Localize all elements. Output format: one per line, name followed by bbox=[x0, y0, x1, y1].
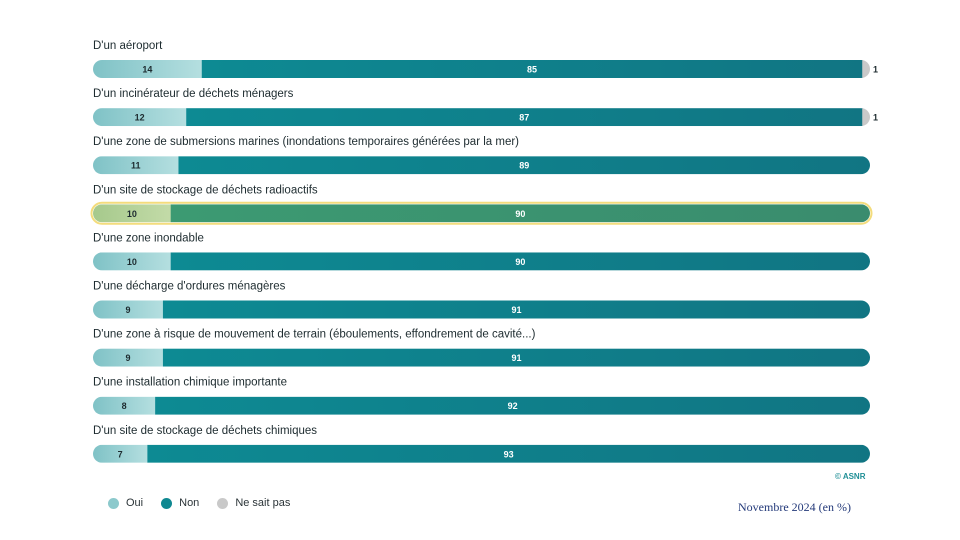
data-label-oui: 9 bbox=[125, 353, 130, 363]
legend: Oui Non Ne sait pas bbox=[108, 497, 290, 509]
bar-segment-non bbox=[155, 396, 870, 415]
bar-segment-non bbox=[201, 60, 863, 78]
bar-segment-non bbox=[162, 348, 870, 367]
category-label: D'un site de stockage de déchets radioac… bbox=[93, 184, 318, 196]
bar-segment-non bbox=[147, 444, 870, 463]
bar-row bbox=[93, 300, 870, 319]
data-label-oui: 12 bbox=[135, 113, 145, 123]
legend-item-oui: Oui bbox=[108, 497, 143, 509]
category-label: D'un aéroport bbox=[93, 40, 163, 52]
bar-segment-non bbox=[178, 156, 870, 175]
bar-segment-oui bbox=[93, 60, 203, 78]
bar-segment-oui bbox=[93, 156, 179, 175]
data-label-ne-sait-pas: 1 bbox=[873, 65, 878, 75]
category-label: D'un site de stockage de déchets chimiqu… bbox=[93, 425, 317, 437]
legend-label-oui: Oui bbox=[126, 497, 144, 509]
bar-row bbox=[93, 348, 870, 367]
legend-label-non: Non bbox=[179, 497, 200, 509]
data-label-oui: 9 bbox=[125, 305, 130, 315]
bar-row bbox=[93, 252, 870, 271]
bar-segment-oui bbox=[93, 396, 156, 415]
category-label: D'un incinérateur de déchets ménagers bbox=[93, 88, 294, 100]
bar-row bbox=[93, 444, 870, 463]
data-label-oui: 14 bbox=[142, 65, 152, 75]
bar-segment-oui bbox=[93, 204, 172, 223]
data-label-non: 91 bbox=[511, 305, 521, 315]
data-label-non: 89 bbox=[519, 161, 529, 171]
bar-segment-oui bbox=[93, 252, 172, 271]
date-note: Novembre 2024 (en %) bbox=[738, 500, 851, 514]
bar-segment-non bbox=[162, 300, 870, 319]
bar-row bbox=[93, 204, 870, 223]
data-label-non: 85 bbox=[527, 65, 537, 75]
data-label-non: 91 bbox=[511, 353, 521, 363]
bar-segment-non bbox=[186, 108, 863, 127]
bar-segment-oui bbox=[93, 300, 164, 319]
legend-swatch-ne-sait-pas bbox=[217, 497, 229, 509]
bar-segment-oui bbox=[93, 444, 148, 463]
data-label-oui: 10 bbox=[127, 257, 137, 267]
data-label-oui: 7 bbox=[118, 449, 123, 459]
data-label-oui: 11 bbox=[131, 161, 141, 171]
highlight-border bbox=[90, 201, 873, 225]
category-label: D'une décharge d'ordures ménagères bbox=[93, 281, 286, 293]
data-label-non: 87 bbox=[519, 113, 529, 123]
bar-segment-ne-sait-pas bbox=[862, 60, 870, 78]
category-label: D'une installation chimique importante bbox=[93, 377, 287, 389]
legend-swatch-non bbox=[161, 497, 173, 509]
data-label-oui: 10 bbox=[127, 209, 137, 219]
category-label: D'une zone à risque de mouvement de terr… bbox=[93, 329, 536, 341]
bar-segment-ne-sait-pas bbox=[862, 108, 870, 127]
bar-row bbox=[93, 60, 870, 78]
legend-swatch-oui bbox=[108, 497, 119, 509]
data-label-non: 90 bbox=[515, 209, 525, 219]
category-label: D'une zone de submersions marines (inond… bbox=[93, 136, 519, 148]
copyright-text: © ASNR bbox=[835, 472, 866, 481]
bar-row bbox=[93, 156, 870, 175]
legend-item-ne-sait-pas: Ne sait pas bbox=[217, 497, 290, 509]
bar-segment-oui bbox=[93, 348, 164, 367]
legend-label-ne-sait-pas: Ne sait pas bbox=[235, 497, 291, 509]
legend-item-non: Non bbox=[161, 497, 199, 509]
bar-segment-oui bbox=[93, 108, 187, 127]
bar-row bbox=[93, 108, 870, 127]
bar-segment-non bbox=[170, 204, 870, 223]
category-label: D'une zone inondable bbox=[93, 232, 204, 244]
data-label-non: 93 bbox=[504, 449, 514, 459]
data-label-ne-sait-pas: 1 bbox=[873, 113, 878, 123]
bar-row bbox=[93, 396, 870, 415]
data-label-non: 92 bbox=[508, 401, 518, 411]
data-label-oui: 8 bbox=[122, 401, 127, 411]
bar-segment-non bbox=[170, 252, 870, 271]
data-label-non: 90 bbox=[515, 257, 525, 267]
